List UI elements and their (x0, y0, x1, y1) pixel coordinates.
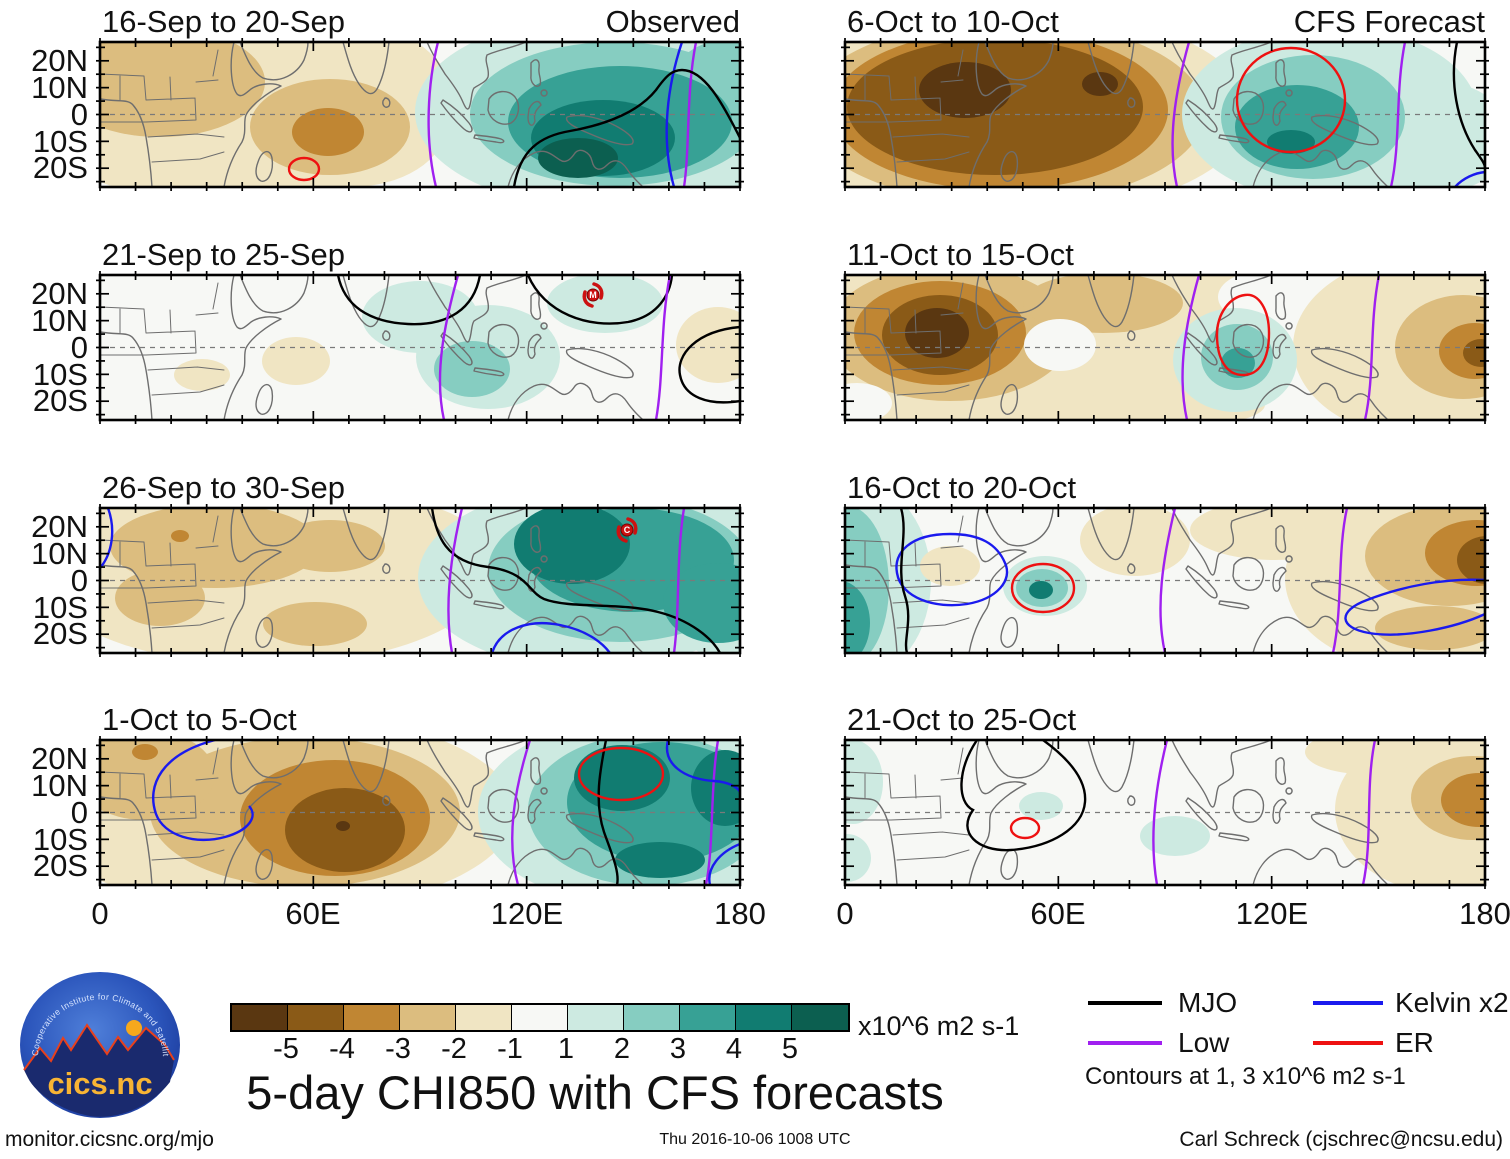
x-tick-label: 180 (1459, 896, 1510, 931)
y-tick-label: 10S (32, 590, 88, 625)
y-tick-label: 20N (31, 43, 88, 78)
colorbar-cell (344, 1005, 400, 1030)
map-panel-1oct-5oct (96, 736, 744, 889)
colorbar-unit: x10^6 m2 s-1 (858, 1011, 1020, 1041)
colorbar-tick-label: -5 (273, 1033, 299, 1065)
legend-label-mjo: MJO (1178, 987, 1238, 1018)
y-tick-label: 10N (31, 70, 88, 105)
map-panel-11oct-15oct (841, 271, 1489, 424)
x-tick-label: 60E (1030, 896, 1086, 931)
colorbar-labels: -5 -4 -3 -2 -1 1 2 3 4 5 (230, 1034, 846, 1066)
colorbar-tick-label: 5 (781, 1033, 799, 1065)
y-tick-label: 20S (32, 383, 88, 418)
colorbar-cell (736, 1005, 792, 1030)
panel-title: 16-Sep to 20-Sep (102, 4, 346, 39)
colorbar-cell (568, 1005, 624, 1030)
y-tick-label: 0 (70, 330, 88, 365)
colorbar-tick-label: -2 (441, 1033, 467, 1065)
y-tick-label: 20N (31, 276, 88, 311)
map-panel-21sep-25sep: M (96, 271, 744, 424)
colorbar-tick-label: 1 (557, 1033, 575, 1065)
x-tick-label: 120E (490, 896, 564, 931)
footer-author: Carl Schreck (cjschrec@ncsu.edu) (1179, 1128, 1503, 1151)
tropical-cyclone-icon: M (582, 282, 604, 308)
x-tick-label: 0 (91, 896, 109, 931)
colorbar-tick-label: -1 (497, 1033, 523, 1065)
colorbar-tick-label: -3 (385, 1033, 411, 1065)
colorbar-cell (624, 1005, 680, 1030)
legend-line-er (1313, 1041, 1383, 1045)
map-panel-6oct-10oct (841, 38, 1489, 191)
footer-url: monitor.cicsnc.org/mjo (5, 1128, 214, 1151)
mountain-ridge-line (23, 1023, 175, 1071)
y-tick-label: 20S (32, 150, 88, 185)
legend-line-mjo (1088, 1001, 1162, 1005)
map-panel-16oct-20oct (841, 504, 1489, 657)
y-tick-label: 10S (32, 357, 88, 392)
figure-title: 5-day CHI850 with CFS forecasts (246, 1066, 944, 1119)
legend-line-kelvin (1313, 1001, 1383, 1005)
map-panel-26sep-30sep: C (96, 504, 744, 657)
footer-timestamp: Thu 2016-10-06 1008 UTC (659, 1131, 851, 1148)
y-tick-label: 10N (31, 768, 88, 803)
y-tick-label: 20S (32, 848, 88, 883)
y-tick-label: 10N (31, 303, 88, 338)
storm-label: M (589, 290, 597, 300)
tropical-cyclone-icon: C (616, 517, 638, 543)
y-tick-label: 20N (31, 509, 88, 544)
panel-title: 6-Oct to 10-Oct (847, 4, 1059, 39)
storm-label: C (624, 525, 631, 535)
y-tick-label: 10N (31, 536, 88, 571)
y-tick-label: 0 (70, 97, 88, 132)
legend-contours-note: Contours at 1, 3 x10^6 m2 s-1 (1085, 1063, 1406, 1090)
map-panel-21oct-25oct (841, 736, 1489, 889)
panel-title: 16-Oct to 20-Oct (847, 470, 1077, 505)
sun-icon (126, 1020, 142, 1036)
colorbar-cell (288, 1005, 344, 1030)
observed-label: Observed (605, 4, 740, 39)
colorbar-cell (232, 1005, 288, 1030)
panel-title: 21-Oct to 25-Oct (847, 702, 1077, 737)
x-tick-label: 60E (285, 896, 341, 931)
x-tick-label: 120E (1235, 896, 1309, 931)
map-panel-16sep-20sep (96, 38, 744, 191)
legend-label-er: ER (1395, 1027, 1434, 1058)
colorbar-tick-label: 2 (613, 1033, 631, 1065)
colorbar-tick-label: 3 (669, 1033, 687, 1065)
x-tick-label: 0 (836, 896, 854, 931)
mountains-graphic (24, 1025, 174, 1117)
legend-label-low: Low (1178, 1027, 1230, 1058)
logo-wordmark: cics.nc (47, 1066, 152, 1101)
y-tick-label: 10S (32, 124, 88, 159)
panel-title: 21-Sep to 25-Sep (102, 237, 346, 272)
colorbar (230, 1003, 850, 1032)
y-tick-label: 20S (32, 616, 88, 651)
panel-title: 26-Sep to 30-Sep (102, 470, 346, 505)
cics-logo: cics.nc Cooperative Institute for Climat… (18, 970, 180, 1118)
x-tick-label: 180 (714, 896, 766, 931)
colorbar-cell (400, 1005, 456, 1030)
colorbar-cell (792, 1005, 848, 1030)
panel-title: 1-Oct to 5-Oct (102, 702, 297, 737)
colorbar-cell (512, 1005, 568, 1030)
panel-title: 11-Oct to 15-Oct (847, 237, 1074, 272)
colorbar-cell (680, 1005, 736, 1030)
colorbar-cell (456, 1005, 512, 1030)
y-tick-label: 20N (31, 741, 88, 776)
legend-line-low (1088, 1041, 1162, 1045)
y-tick-label: 10S (32, 822, 88, 857)
y-tick-label: 0 (70, 795, 88, 830)
legend-label-kelvin: Kelvin x2 (1395, 987, 1509, 1018)
cfs-forecast-label: CFS Forecast (1293, 4, 1485, 39)
colorbar-tick-label: -4 (329, 1033, 355, 1065)
y-tick-label: 0 (70, 563, 88, 598)
colorbar-tick-label: 4 (725, 1033, 743, 1065)
